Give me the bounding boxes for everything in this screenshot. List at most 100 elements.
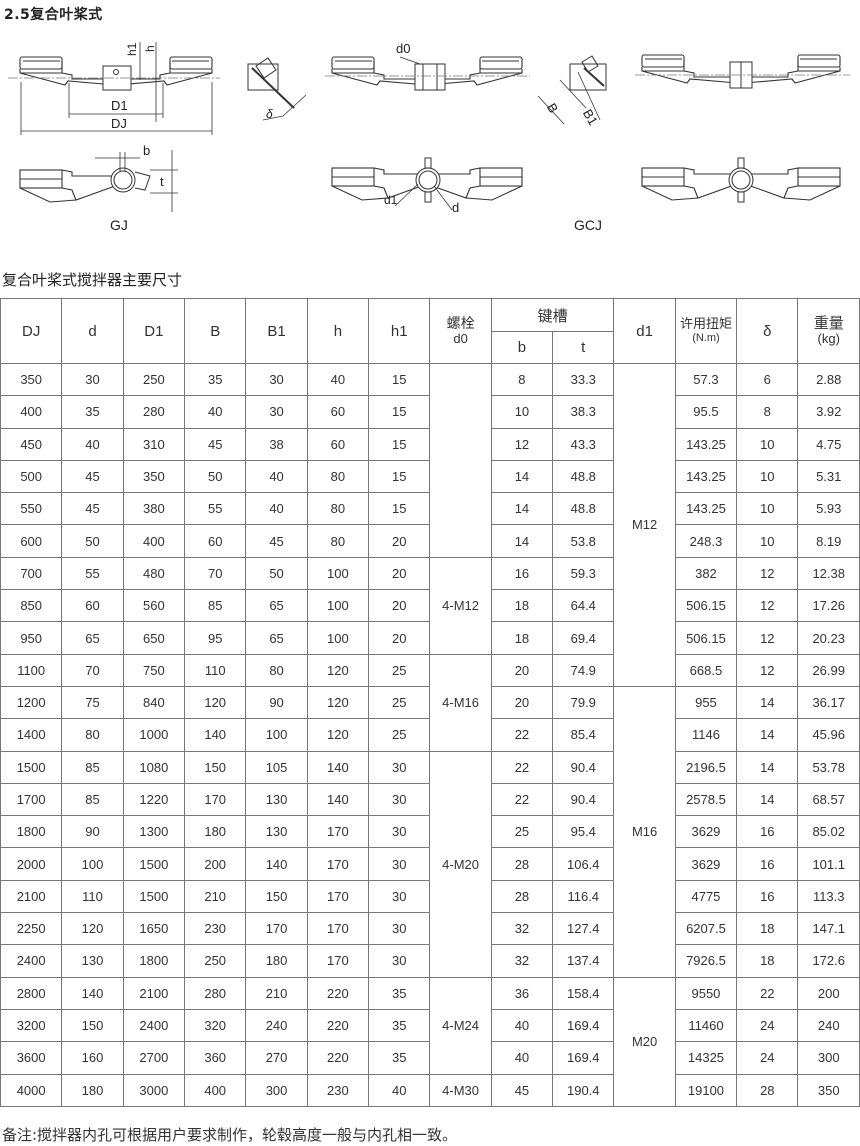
cell-b1: 130 bbox=[245, 782, 308, 817]
cell-d1: 3000 bbox=[122, 1073, 186, 1107]
cell-h: 220 bbox=[306, 976, 370, 1010]
cell-b: 140 bbox=[184, 718, 247, 752]
cell-b1: 30 bbox=[245, 395, 308, 429]
cell-d: 160 bbox=[61, 1041, 124, 1075]
label-h: h bbox=[143, 45, 157, 52]
cell-dj: 4000 bbox=[0, 1073, 63, 1107]
header-B: B bbox=[184, 298, 247, 364]
cell-h: 100 bbox=[306, 589, 370, 623]
cell-d0: 4-M12 bbox=[429, 556, 492, 655]
cell-dj: 850 bbox=[0, 589, 63, 623]
cell-h: 140 bbox=[306, 782, 370, 817]
cell-d1: 750 bbox=[122, 653, 186, 687]
cell-dj: 1800 bbox=[0, 815, 63, 849]
cell-delta: 12 bbox=[736, 653, 799, 687]
cell-dj: 2100 bbox=[0, 879, 63, 914]
cell-weight: 5.31 bbox=[797, 459, 860, 494]
cell-weight: 147.1 bbox=[797, 912, 860, 946]
cell-d: 55 bbox=[61, 556, 124, 591]
cell-b: 50 bbox=[184, 459, 247, 494]
cell-t: 69.4 bbox=[552, 621, 615, 655]
cell-d0: 4-M30 bbox=[429, 1073, 492, 1107]
cell-h1: 15 bbox=[368, 459, 431, 494]
cell-d0: 4-M20 bbox=[429, 750, 492, 978]
variant-top-view bbox=[641, 157, 841, 203]
cell-dj: 450 bbox=[0, 427, 63, 461]
cell-h: 80 bbox=[306, 492, 370, 526]
cell-b: 150 bbox=[184, 750, 247, 784]
cell-dj: 2800 bbox=[0, 976, 63, 1010]
cell-weight: 113.3 bbox=[797, 879, 860, 914]
cell-dj: 2250 bbox=[0, 912, 63, 946]
cell-d: 120 bbox=[61, 912, 124, 946]
cell-b1: 38 bbox=[245, 427, 308, 461]
cell-b: 22 bbox=[490, 782, 554, 817]
cell-d1: 350 bbox=[122, 459, 186, 494]
cell-d1: 650 bbox=[122, 621, 186, 655]
cell-weight: 2.88 bbox=[797, 362, 860, 397]
cell-d1: 1220 bbox=[122, 782, 186, 817]
cell-h1: 35 bbox=[368, 976, 431, 1010]
cell-b: 110 bbox=[184, 653, 247, 687]
cell-d: 110 bbox=[61, 879, 124, 914]
cell-delta: 14 bbox=[736, 718, 799, 752]
cell-delta: 14 bbox=[736, 685, 799, 720]
cell-d1: 1300 bbox=[122, 815, 186, 849]
cell-b: 45 bbox=[184, 427, 247, 461]
cell-h: 170 bbox=[306, 815, 370, 849]
cell-torque: 57.3 bbox=[674, 362, 738, 397]
header-torque-label: 许用扭矩 bbox=[679, 316, 732, 331]
cell-d1: 1080 bbox=[122, 750, 186, 784]
cell-t: 59.3 bbox=[552, 556, 615, 591]
cell-weight: 200 bbox=[797, 976, 860, 1010]
gcj-top-view: d1 d GCJ bbox=[331, 157, 602, 233]
cell-d: 45 bbox=[61, 459, 124, 494]
cell-h: 120 bbox=[306, 653, 370, 687]
cell-h1: 30 bbox=[368, 750, 431, 784]
cell-torque: 143.25 bbox=[674, 459, 738, 494]
cell-d: 180 bbox=[61, 1073, 124, 1107]
cell-h1: 35 bbox=[368, 1041, 431, 1075]
table-row: 1100 70 750 110 80 120 25 4-M16 20 74.9 668.5 12 26.… bbox=[0, 653, 860, 752]
cell-delta: 16 bbox=[736, 815, 799, 849]
cell-weight: 101.1 bbox=[797, 847, 860, 881]
label-D1: D1 bbox=[111, 98, 128, 113]
cell-d1: 1650 bbox=[122, 912, 186, 946]
cell-h1: 15 bbox=[368, 395, 431, 429]
cell-h: 120 bbox=[306, 718, 370, 752]
label-b: b bbox=[143, 143, 150, 158]
type-label-gcj: GCJ bbox=[574, 217, 602, 233]
table-row: 2400 130 1800 250 180 170 30 32 137.4 7926.5 18 172… bbox=[0, 944, 860, 978]
cell-h1: 30 bbox=[368, 912, 431, 946]
cell-t: 43.3 bbox=[552, 427, 615, 461]
table-row: 2800 140 2100 280 210 220 35 4-M24 36 158.4 M20 955… bbox=[0, 976, 860, 1107]
cell-b: 8 bbox=[490, 362, 554, 397]
header-b: b bbox=[490, 331, 554, 364]
cell-t: 127.4 bbox=[552, 912, 615, 946]
cell-t: 137.4 bbox=[552, 944, 615, 978]
label-delta: δ bbox=[266, 107, 273, 121]
cell-h1: 25 bbox=[368, 685, 431, 720]
cell-dj: 1200 bbox=[0, 685, 63, 720]
header-bolt-label: 螺栓 bbox=[446, 315, 475, 331]
cell-d1: 2400 bbox=[122, 1008, 186, 1043]
cell-weight: 8.19 bbox=[797, 524, 860, 558]
cell-weight: 4.75 bbox=[797, 427, 860, 461]
cell-b: 14 bbox=[490, 524, 554, 558]
cell-b: 400 bbox=[184, 1073, 247, 1107]
cell-t: 116.4 bbox=[552, 879, 615, 914]
cell-weight: 26.99 bbox=[797, 653, 860, 687]
cell-d: 60 bbox=[61, 589, 124, 623]
cell-b: 20 bbox=[490, 685, 554, 720]
gj-front-view: D1 DJ h1 h bbox=[8, 42, 220, 135]
cell-t: 169.4 bbox=[552, 1008, 615, 1043]
cell-delta: 6 bbox=[736, 362, 799, 397]
cell-b1: 270 bbox=[245, 1041, 308, 1075]
cell-b: 35 bbox=[184, 362, 247, 397]
cell-b1: 30 bbox=[245, 362, 308, 397]
cell-h1: 20 bbox=[368, 556, 431, 591]
cell-t: 74.9 bbox=[552, 653, 615, 687]
header-weight-label: 重量 bbox=[813, 315, 844, 332]
cell-torque: 3629 bbox=[674, 847, 738, 881]
cell-d1: 840 bbox=[122, 685, 186, 720]
